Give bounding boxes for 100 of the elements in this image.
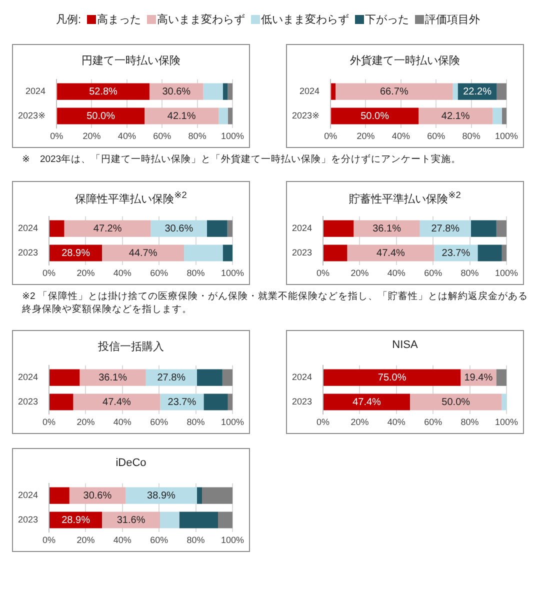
bar [206,220,228,237]
chart-title: 保障性平準払い保険$^{※2}$ [74,190,188,208]
x-tick-label: 0% [316,418,330,428]
y-tick-label: 2023 [292,247,312,258]
bar [222,244,232,262]
bar [57,83,150,100]
x-tick-label: 0% [324,131,338,142]
x-tick-label: 0% [42,418,56,428]
chart-title: 外貨建て一時払い保険 [349,54,461,69]
bar [410,394,502,411]
x-tick-label: 80% [462,131,480,142]
x-tick-label: 40% [392,131,410,142]
bar [347,244,434,262]
legend-label: 高まった [97,12,142,26]
x-tick-label: 60% [424,268,442,278]
bar [50,512,102,529]
bar [418,108,493,124]
text: ※2 「保障性」とは掛け捨ての医療保険・がん保険・就業不能保険などを指し、「貯蓄性」とは解約返戻金がある終身保険や変額保険などを指します。 [21,290,528,316]
bar [50,488,70,504]
x-tick-label: 80% [186,536,205,546]
x-tick-label: 60% [153,131,172,142]
x-tick-label: 80% [460,268,479,278]
chart-title: NISA [391,339,419,354]
x-tick-label: 100% [494,131,518,142]
data-label: 75.0% [378,372,406,384]
bar [126,488,197,504]
y-tick-label: 2024 [18,222,38,233]
bar [496,83,506,100]
x-tick-label: 80% [460,418,479,428]
data-label: 23.7% [442,248,470,259]
data-label: 50.0% [86,110,116,122]
x-tick-label: 40% [118,131,136,142]
bar [354,220,420,237]
data-label: 27.8% [157,372,186,384]
chart-title: iDeCo [114,457,148,472]
bar [434,244,478,262]
x-tick-label: 40% [113,268,132,278]
bar [50,394,74,411]
x-tick-label: 20% [350,418,369,428]
x-tick-label: 60% [150,418,168,428]
data-label: 23.7% [168,397,196,408]
data-label: 36.1% [372,223,402,234]
x-tick-label: 80% [186,418,205,428]
bar [502,394,506,411]
bar [204,394,228,411]
y-tick-label: 2023※ [292,110,320,120]
y-tick-label: 2024 [300,86,320,96]
legend-label: 下がった [365,12,410,26]
x-tick-label: 20% [76,536,95,546]
x-tick-label: 100% [494,268,518,278]
x-tick-label: 80% [188,131,206,142]
bar [218,512,232,529]
bar [80,370,146,386]
bar [144,108,219,124]
x-tick-label: 20% [356,131,375,142]
x-tick-label: 40% [387,268,406,278]
bar [452,83,458,100]
y-tick-label: 2024 [18,372,38,383]
bar [160,512,180,529]
bar [196,370,222,386]
y-tick-label: 2023 [18,514,38,525]
data-label: 47.4% [352,397,382,408]
x-tick-label: 20% [82,131,101,142]
bar [57,108,145,124]
bar [73,394,160,411]
x-tick-label: 60% [150,536,168,546]
bar [179,512,218,529]
bar [222,83,228,100]
y-tick-label: 2024 [292,372,312,383]
data-label: 28.9% [62,248,90,259]
bar [203,83,223,100]
bar [496,370,506,386]
y-tick-label: 2024 [26,86,46,96]
bar [324,220,354,237]
x-tick-label: 60% [150,268,168,278]
bar [470,220,496,237]
data-label: 47.2% [93,223,122,234]
x-tick-label: 100% [220,131,244,142]
x-tick-label: 60% [424,418,442,428]
legend-label: 高いまま変わらず [157,12,246,26]
bar [102,512,160,529]
bar [102,244,184,262]
data-label: 19.4% [464,372,493,384]
bar [331,83,336,100]
bar [202,488,232,504]
chart-title: 円建て一時払い保険 [80,54,182,69]
bar [64,220,151,237]
y-tick-label: 2023 [292,396,312,407]
x-tick-label: 40% [113,418,132,428]
y-tick-label: 2023 [18,247,38,258]
data-label: 50.0% [360,110,390,122]
x-tick-label: 60% [427,131,446,142]
x-tick-label: 40% [387,418,406,428]
chart-title: 投信一括購入 [97,340,165,356]
x-tick-label: 0% [42,268,56,278]
data-label: 30.6% [83,490,112,502]
bar [196,488,202,504]
data-label: 42.1% [441,110,470,122]
data-label: 50.0% [442,397,470,408]
data-label: 22.2% [463,86,492,98]
